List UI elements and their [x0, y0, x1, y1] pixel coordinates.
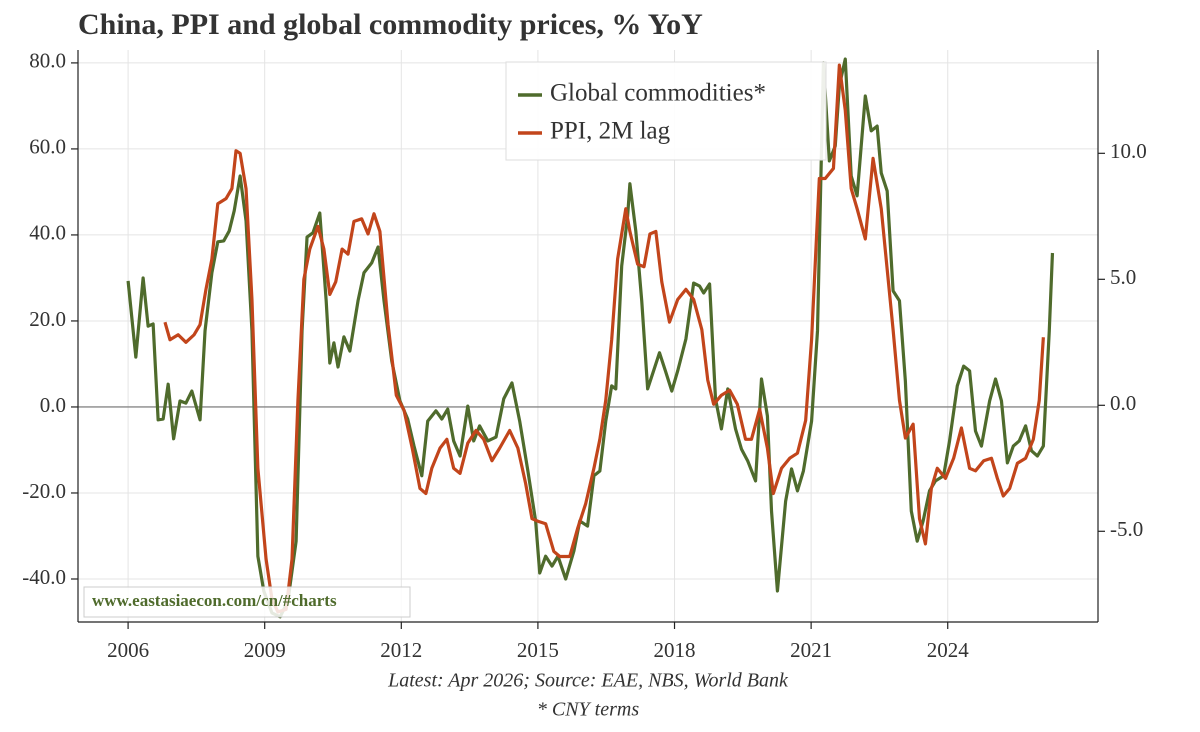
- y2-tick-label: -5.0: [1110, 517, 1143, 541]
- legend-label: Global commodities*: [550, 80, 766, 107]
- y-tick-label: 40.0: [29, 221, 66, 245]
- source-note: Latest: Apr 2026; Source: EAE, NBS, Worl…: [387, 670, 789, 692]
- x-tick-label: 2012: [380, 638, 422, 662]
- x-tick-label: 2009: [244, 638, 286, 662]
- x-tick-label: 2018: [654, 638, 696, 662]
- legend-box: [505, 61, 827, 161]
- y-tick-label: 80.0: [29, 49, 66, 73]
- y-tick-label: 60.0: [29, 135, 66, 159]
- y-tick-label: 0.0: [40, 393, 66, 417]
- legend-label: PPI, 2M lag: [550, 118, 671, 145]
- watermark-box: [83, 586, 411, 618]
- series-line: [163, 63, 1045, 614]
- chart-title: China, PPI and global commodity prices, …: [78, 8, 703, 41]
- watermark: www.eastasiaecon.com/cn/#charts: [92, 591, 337, 610]
- x-tick-label: 2015: [517, 638, 559, 662]
- y-tick-label: -40.0: [22, 565, 66, 589]
- x-tick-label: 2024: [927, 638, 970, 662]
- x-tick-label: 2021: [790, 638, 832, 662]
- y2-tick-label: 0.0: [1110, 391, 1136, 415]
- y2-tick-label: 10.0: [1110, 139, 1147, 163]
- legend: Global commodities* PPI, 2M lag: [505, 61, 827, 161]
- footnote: * CNY terms: [537, 699, 639, 721]
- y2-tick-label: 5.0: [1110, 265, 1136, 289]
- y-tick-label: -20.0: [22, 479, 66, 503]
- x-tick-label: 2006: [107, 638, 149, 662]
- y-tick-label: 20.0: [29, 307, 66, 331]
